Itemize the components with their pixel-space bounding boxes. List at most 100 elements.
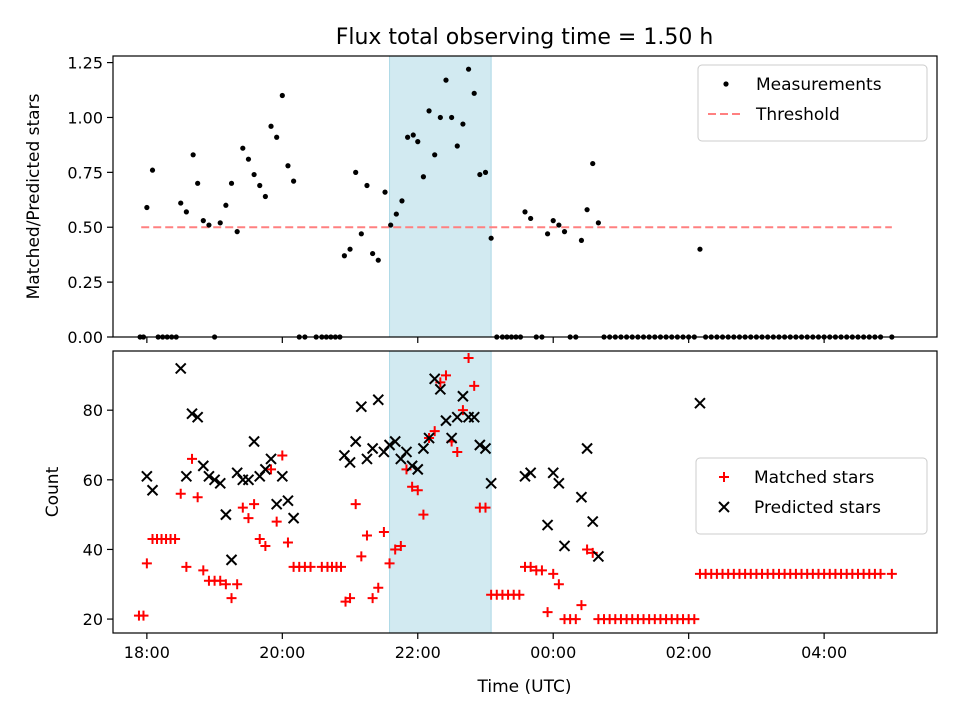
data-point xyxy=(186,407,198,420)
data-point xyxy=(581,442,593,455)
legend-label: Matched stars xyxy=(754,468,874,488)
data-point xyxy=(440,414,452,427)
data-point xyxy=(576,600,587,611)
data-point xyxy=(519,470,531,483)
data-point xyxy=(282,494,294,507)
data-point xyxy=(353,169,359,175)
data-point xyxy=(217,220,223,226)
data-point xyxy=(257,182,263,189)
data-point xyxy=(524,467,537,479)
data-point xyxy=(547,467,559,479)
data-point xyxy=(291,178,297,184)
data-point xyxy=(187,453,198,464)
data-point xyxy=(285,163,291,169)
data-point xyxy=(445,432,458,444)
data-point xyxy=(875,568,886,579)
data-point xyxy=(382,189,388,195)
data-point xyxy=(268,123,274,129)
legend-label: Predicted stars xyxy=(754,498,881,518)
data-point xyxy=(471,90,477,96)
data-point xyxy=(553,477,565,490)
data-point xyxy=(465,66,472,72)
data-point xyxy=(215,575,226,586)
data-point xyxy=(259,463,272,476)
data-point xyxy=(592,550,605,563)
data-point xyxy=(270,498,283,510)
data-point xyxy=(388,222,394,228)
x-tick-label: 20:00 xyxy=(259,643,305,662)
legend-label: Measurements xyxy=(756,75,882,95)
data-point xyxy=(457,390,469,402)
data-point xyxy=(689,614,700,625)
data-point xyxy=(528,215,534,222)
data-point xyxy=(243,513,254,524)
y-tick-label: 80 xyxy=(83,401,103,420)
data-point xyxy=(226,593,237,604)
data-point xyxy=(178,200,184,206)
legend-label: Threshold xyxy=(755,105,840,125)
data-point xyxy=(361,530,372,541)
data-point xyxy=(266,464,277,475)
data-point xyxy=(595,220,601,226)
data-point xyxy=(479,442,492,455)
y-axis-label: Matched/Predicted stars xyxy=(24,93,44,299)
data-point xyxy=(451,411,463,423)
data-point xyxy=(144,204,150,211)
series-predicted-stars xyxy=(141,362,706,566)
data-point xyxy=(191,411,204,423)
chart-title: Flux total observing time = 1.50 h xyxy=(336,25,714,50)
data-point xyxy=(405,134,411,140)
data-point xyxy=(208,474,221,486)
data-point xyxy=(541,519,554,531)
data-point xyxy=(886,568,897,579)
y-tick-label: 1.00 xyxy=(67,108,103,127)
shaded-window xyxy=(389,55,492,338)
data-point xyxy=(582,544,593,555)
data-point xyxy=(395,540,406,551)
data-point xyxy=(276,470,289,483)
data-point xyxy=(345,593,356,604)
y-tick-label: 1.25 xyxy=(67,54,103,73)
data-point xyxy=(410,132,416,138)
x-tick-label: 22:00 xyxy=(395,643,441,662)
data-point xyxy=(412,463,424,476)
data-point xyxy=(274,134,280,140)
data-point xyxy=(694,397,706,409)
data-point xyxy=(584,207,590,213)
data-point xyxy=(378,527,389,538)
data-point xyxy=(232,579,243,590)
data-point xyxy=(175,488,186,499)
legend-frame xyxy=(695,457,928,535)
data-point xyxy=(175,362,187,375)
data-point xyxy=(350,499,361,510)
data-point xyxy=(429,426,440,437)
data-point xyxy=(141,470,153,483)
data-point xyxy=(375,257,381,263)
axes-frame xyxy=(112,350,938,634)
data-point xyxy=(214,477,226,490)
data-point xyxy=(399,198,405,204)
shaded-window xyxy=(389,350,492,634)
data-point xyxy=(412,485,423,496)
data-point xyxy=(349,435,362,448)
y-tick-label: 40 xyxy=(83,540,103,559)
data-point xyxy=(383,439,396,451)
x-tick-label: 00:00 xyxy=(530,643,576,662)
data-point xyxy=(344,456,356,469)
data-point xyxy=(341,253,347,259)
data-point xyxy=(361,453,373,465)
x-axis-label: Time (UTC) xyxy=(477,677,572,697)
data-point xyxy=(195,180,201,186)
data-point xyxy=(418,509,429,520)
data-point xyxy=(522,209,528,215)
data-point xyxy=(542,607,553,618)
data-point xyxy=(550,218,556,224)
data-point xyxy=(590,160,596,167)
data-point xyxy=(417,442,430,455)
bottom-panel: 20 40 60 80 18:00 20:00 22:00 00:00 02:00 04:00 Co… xyxy=(43,350,938,662)
data-point xyxy=(223,202,229,208)
y-tick-label: 0.50 xyxy=(67,218,103,237)
data-point xyxy=(469,380,480,391)
data-point xyxy=(287,512,300,524)
